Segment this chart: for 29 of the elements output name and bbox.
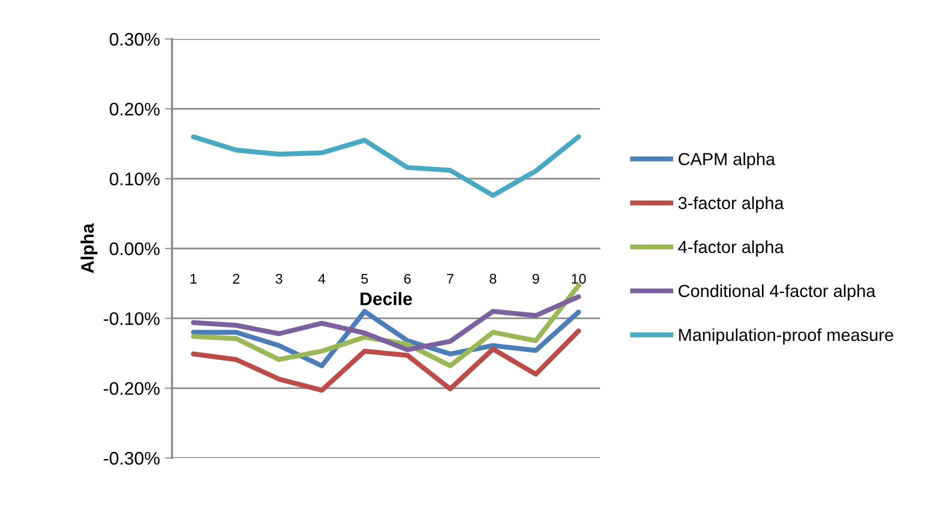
legend-label: Manipulation-proof measure [679, 328, 894, 345]
x-tick-label: 1 [190, 274, 197, 284]
x-tick-label: 5 [361, 274, 368, 284]
x-tick-label: 3 [276, 274, 282, 284]
y-tick-label: 0.30% [110, 32, 160, 46]
line-series [190, 308, 582, 368]
line-series [190, 328, 582, 393]
y-axis-title: Alpha [80, 223, 98, 274]
x-tick-label: 7 [447, 274, 454, 284]
x-tick-label: 9 [532, 274, 540, 284]
x-tick-label: 6 [404, 274, 411, 284]
y-tick-label: -0.10% [104, 312, 160, 326]
y-tick-label: 0.20% [110, 102, 160, 116]
x-tick-label: 2 [233, 274, 240, 284]
line-series [190, 283, 582, 368]
legend-label: Conditional 4-factor alpha [678, 284, 876, 301]
y-tick-label: -0.30% [104, 452, 160, 465]
x-tick-label: 10 [572, 274, 586, 284]
x-tick-label: 4 [318, 274, 326, 284]
legend-label: 4-factor alpha [678, 240, 784, 257]
legend-label: 3-factor alpha [678, 196, 784, 213]
line-series [190, 134, 582, 198]
legend-label: CAPM alpha [678, 152, 776, 169]
y-tick-label: 0.10% [110, 172, 160, 186]
x-tick-label: 8 [490, 274, 496, 284]
line-series [190, 294, 582, 352]
y-tick-label: -0.20% [104, 382, 160, 395]
y-tick-label: 0.00% [110, 242, 160, 256]
x-axis-title: Decile [360, 292, 412, 306]
